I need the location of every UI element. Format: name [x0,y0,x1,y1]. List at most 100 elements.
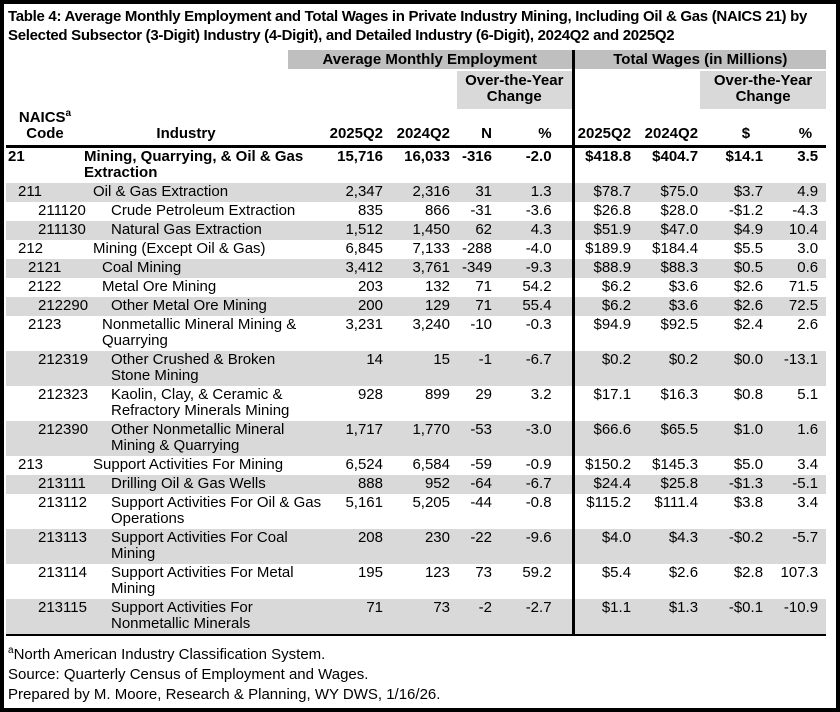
cell-wage-2024q2: $75.0 [633,183,701,203]
cell-emp-n: -1 [457,351,501,387]
cell-industry: Other Metal Ore Mining [84,297,288,317]
table-row: 212 Mining (Except Oil & Gas) 6,845 7,133 -2… [6,240,826,260]
cell-wage-dollar: $0.0 [700,351,765,387]
cell-industry: Metal Ore Mining [102,278,217,296]
emp-n-column-header: N [457,108,501,149]
cell-industry: Support Activities For Oil & Gas Operati… [111,494,322,528]
cell-wage-dollar: -$0.2 [700,529,765,565]
cell-naics-code: 21 [8,148,25,166]
cell-industry: Support Activities For Metal Mining [111,564,294,598]
cell-emp-2024q2: 123 [424,564,450,582]
cell-emp-2025q2: 6,845 [345,240,383,258]
cell-naics-code: 211 [6,183,84,203]
cell-emp-pct: -0.9 [525,456,552,474]
table-row: 211120 Crude Petroleum Extraction 835 866 -3… [6,202,826,222]
cell-wage-dollar: $3.8 [733,494,764,512]
cell-emp-n: -59 [470,456,492,474]
wage-pct-column-header: % [764,108,827,149]
cell-wage-2025q2: $418.8 [571,146,634,184]
cell-wage-dollar: $5.5 [733,240,764,258]
cell-wage-pct: -4.3 [792,202,819,220]
cell-wage-pct: 10.4 [764,221,827,241]
cell-emp-2024q2: 952 [390,475,457,495]
cell-wage-pct: 3.5 [797,148,819,166]
cell-emp-2025q2: 1,717 [288,421,390,457]
cell-emp-2025q2: 71 [288,599,390,637]
cell-wage-pct: 3.4 [797,494,819,512]
table-row: 212290 Other Metal Ore Mining 200 129 71 55.4… [6,297,827,317]
cell-emp-2025q2: 2,347 [288,183,390,203]
cell-wage-2025q2: $150.2 [571,456,634,476]
cell-emp-2024q2: 866 [424,202,450,220]
cell-industry: Support Activities For Nonmetallic Miner… [84,599,288,637]
cell-emp-2025q2: 208 [288,529,390,565]
cell-naics-code: 2123 [28,316,62,334]
cell-wage-2024q2: $47.0 [633,221,701,241]
group-header-row: Average Monthly Employment Total Wages (… [6,49,827,71]
cell-emp-pct: 4.3 [501,221,574,241]
cell-wage-2024q2: $28.0 [660,202,699,220]
cell-emp-2024q2: 230 [390,529,457,565]
cell-emp-2025q2: 1,512 [288,221,390,241]
cell-wage-pct: 72.5 [764,297,827,317]
cell-wage-2024q2: $92.5 [660,316,699,334]
cell-wage-pct: 4.9 [764,183,827,203]
cell-wage-2025q2: $115.2 [571,494,634,530]
cell-emp-2025q2: 200 [288,297,390,317]
cell-wage-dollar: $1.0 [700,421,765,457]
cell-wage-dollar: -$1.2 [728,202,764,220]
cell-emp-2024q2: 15 [390,351,457,387]
cell-wage-pct: -13.1 [764,351,827,387]
cell-wage-2024q2: $88.3 [633,259,701,279]
table-row: 213114 Support Activities For Metal Minin… [6,564,826,600]
wages-group-header: Total Wages (in Millions) [571,49,827,71]
naics-superscript: a [65,107,72,119]
cell-emp-n: -64 [457,475,501,495]
cell-emp-pct: 3.2 [530,386,552,404]
emp-2025q2-column-header: 2025Q2 [288,108,390,149]
cell-wage-dollar: $2.8 [733,564,764,582]
cell-emp-n: 31 [457,183,501,203]
cell-emp-2024q2: 1,770 [390,421,457,457]
wage-2024q2-column-header: 2024Q2 [633,108,701,149]
code-label: Code [26,125,64,143]
cell-wage-pct: 107.3 [780,564,819,582]
cell-naics-code: 213114 [38,564,87,582]
cell-emp-2024q2: 7,133 [412,240,450,258]
cell-wage-2025q2: $51.9 [571,221,634,241]
cell-wage-dollar: $2.6 [700,297,765,317]
cell-industry: Natural Gas Extraction [84,221,288,241]
cell-naics-code: 2121 [6,259,84,279]
cell-emp-pct: 59.2 [522,564,552,582]
subgroup-spacer-wages [571,69,701,109]
cell-wage-dollar: -$0.1 [700,599,765,637]
cell-naics-code: 212290 [6,297,88,317]
cell-industry: Drilling Oil & Gas Wells [84,475,288,495]
cell-industry: Other Crushed & Broken Stone Mining [84,351,288,387]
table-row: 213115 Support Activities For Nonmetallic… [6,599,827,637]
cell-industry: Nonmetallic Mineral Mining & Quarrying [102,316,297,350]
table-row: 213111 Drilling Oil & Gas Wells 888 952 -64-… [6,475,827,495]
cell-wage-pct: 0.6 [764,259,827,279]
subgroup-spacer-left [6,69,457,109]
cell-emp-pct: -0.8 [525,494,552,512]
cell-wage-2025q2: $66.6 [571,421,634,457]
cell-wage-pct: 3.4 [797,456,819,474]
cell-wage-2025q2: $88.9 [571,259,634,279]
cell-wage-2024q2: $2.6 [668,564,699,582]
cell-emp-n: -10 [470,316,492,334]
cell-wage-pct: 1.6 [764,421,827,457]
cell-industry: Mining, Quarrying, & Oil & Gas Extractio… [84,148,304,182]
cell-emp-n: 71 [475,278,492,296]
cell-wage-pct: 71.5 [788,278,819,296]
employment-oty-change-header: Over-the-Year Change [457,69,574,109]
cell-wage-dollar: $0.8 [733,386,764,404]
naics-code-column-header: NAICSa Code [6,107,84,149]
cell-wage-dollar: $2.4 [733,316,764,334]
industry-column-header: Industry [84,108,288,149]
cell-emp-pct: -3.6 [525,202,552,220]
cell-wage-2024q2: $25.8 [633,475,701,495]
cell-emp-pct: -9.6 [501,529,574,565]
table-row: 211130 Natural Gas Extraction 1,512 1,450 62… [6,221,827,241]
